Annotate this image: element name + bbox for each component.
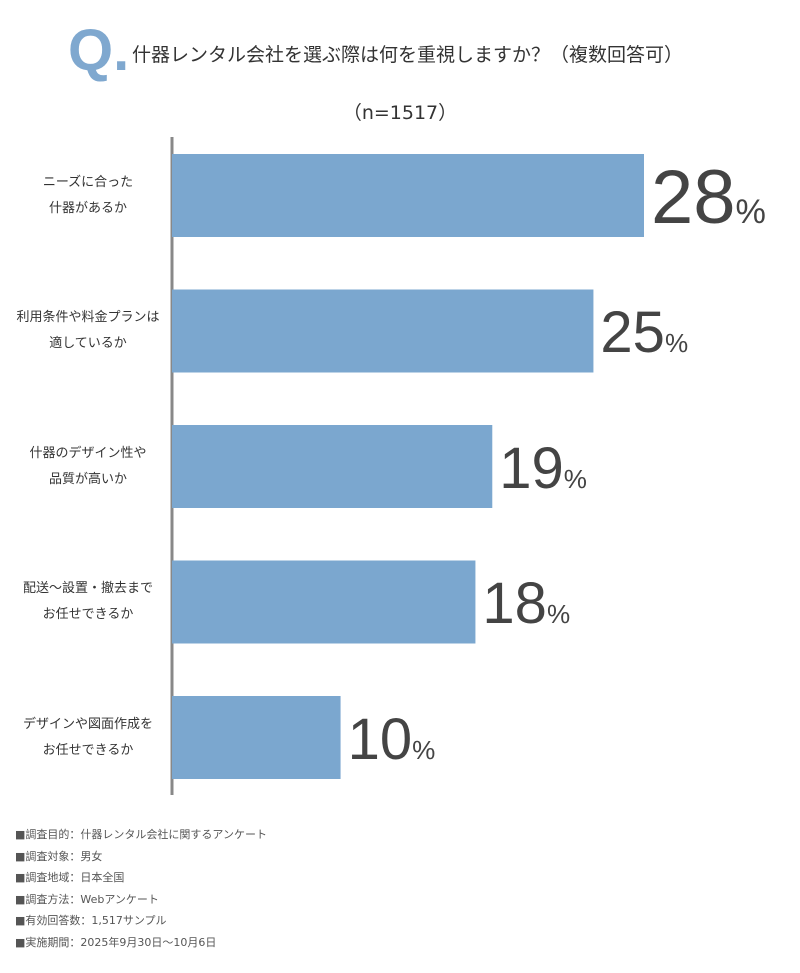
footnote: ■有効回答数：1,517サンプル (15, 914, 167, 927)
value-label-part: 10 (347, 706, 413, 772)
category-label: 利用条件や料金プランは 適しているか (16, 310, 160, 351)
value-label: 28% (651, 159, 766, 236)
category-label: ニーズに合った 什器があるか (42, 174, 134, 216)
question-prefix: Q. (68, 18, 130, 83)
chart-title: 什器レンタル会社を選ぶ際は何を重視しますか？（複数回答可） (132, 44, 684, 66)
value-label-part: % (664, 328, 689, 358)
category-label: 什器のデザイン性や 品質が高いか (29, 445, 147, 487)
footnote: ■調査方法：Webアンケート (15, 892, 159, 906)
value-label: 10% (348, 710, 436, 769)
value-label-part: % (546, 599, 571, 629)
bar (172, 154, 644, 237)
bar (172, 560, 476, 644)
footnote: ■調査地域：日本全国 (15, 871, 125, 884)
bar (172, 425, 493, 508)
value-label-part: 28 (651, 154, 736, 240)
value-label-part: % (735, 192, 766, 231)
bar (172, 289, 594, 373)
value-label: 25% (600, 304, 688, 362)
chart-subtitle: （n=1517） (342, 102, 458, 124)
category-label: デザインや図面作成を お任せできるか (22, 716, 153, 758)
value-label-part: 25 (600, 300, 665, 365)
footnote: ■実施期間：2025年9月30日～10月6日 (15, 935, 217, 949)
value-label-part: % (412, 734, 436, 765)
footnote: ■調査対象：男女 (15, 849, 103, 863)
bar (172, 696, 341, 779)
value-label: 19% (499, 439, 587, 498)
value-label: 18% (482, 575, 570, 633)
footnote: ■調査目的：什器レンタル会社に関するアンケート (15, 828, 267, 841)
value-label-part: 18 (482, 571, 547, 636)
value-label-part: 19 (499, 435, 564, 501)
category-label: 配送～設置・撤去まで お任せできるか (22, 581, 153, 622)
value-label-part: % (563, 463, 587, 494)
